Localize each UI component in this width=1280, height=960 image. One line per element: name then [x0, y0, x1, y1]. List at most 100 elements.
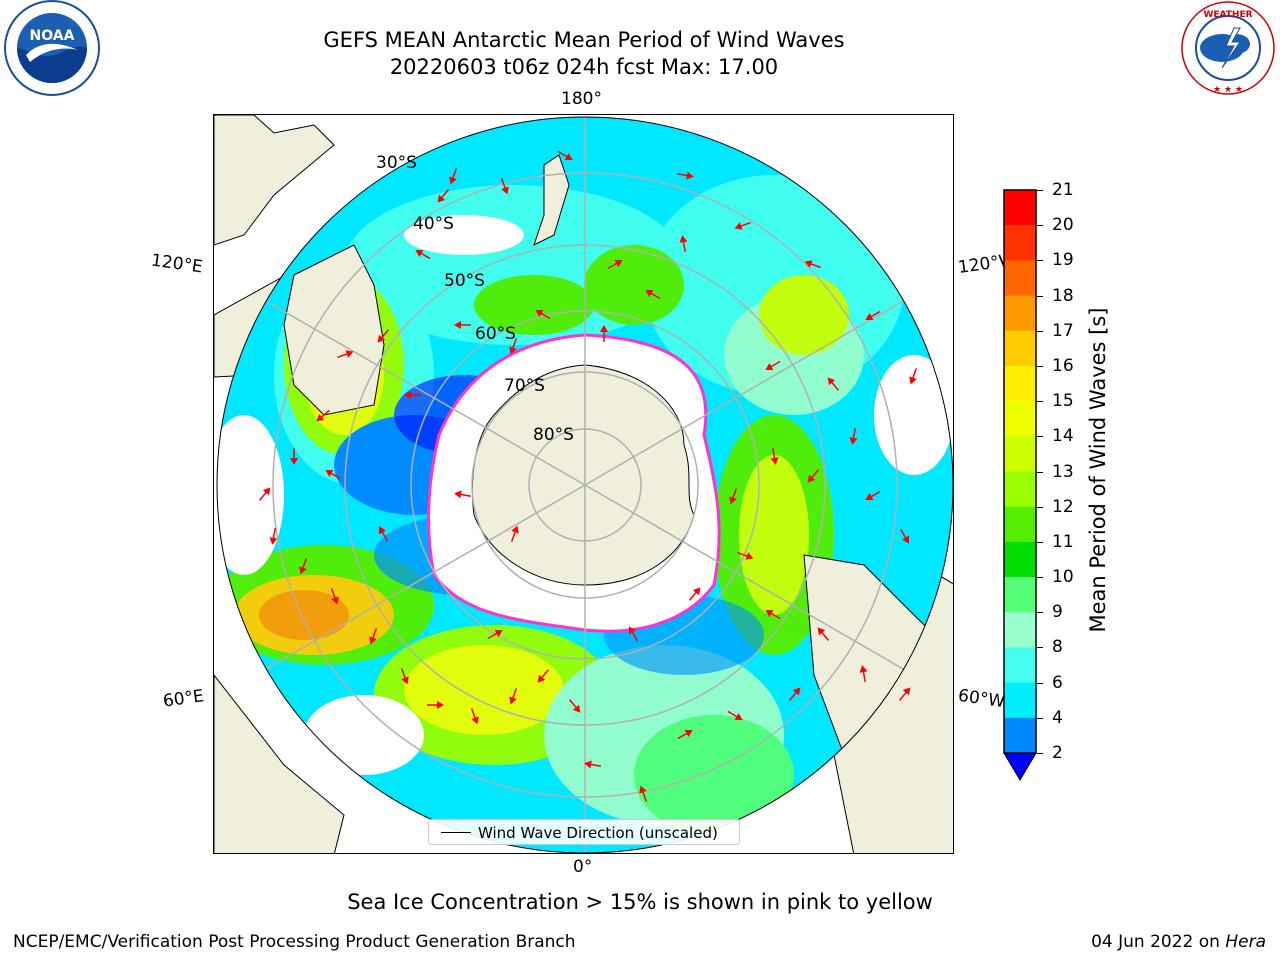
colorbar-tick-label: 10: [1052, 567, 1074, 588]
wind-wave-arrow: [415, 250, 431, 260]
colorbar-label: Mean Period of Wind Waves [s]: [1086, 307, 1110, 633]
wind-wave-arrow: [379, 526, 389, 542]
colorbar-tick: [1037, 225, 1043, 227]
australia-land: [283, 244, 385, 416]
wind-wave-arrow: [734, 221, 751, 230]
colorbar-tick: [1037, 365, 1043, 367]
colorbar-band: [1004, 436, 1036, 472]
colorbar-band: [1004, 401, 1036, 437]
colorbar-tick-label: 8: [1052, 637, 1063, 658]
colorbar-band: [1004, 682, 1036, 719]
wind-wave-arrow: [909, 368, 918, 385]
legend-line: [441, 832, 471, 833]
wind-wave-arrow: [859, 665, 868, 683]
wind-wave-arrow: [727, 710, 743, 720]
colorbar-band: [1004, 577, 1036, 613]
colorbar-tick-label: 13: [1052, 461, 1074, 482]
wind-wave-arrow: [770, 447, 779, 465]
colorbar-band: [1004, 295, 1036, 332]
wind-wave-arrow: [330, 588, 339, 605]
wind-wave-arrow: [600, 325, 608, 342]
lon-label-0: 0°: [573, 857, 593, 877]
wind-wave-arrow: [629, 626, 639, 642]
wind-wave-arrow: [510, 525, 519, 542]
colorbar-tick-label: 2: [1052, 743, 1063, 763]
colorbar-tick: [1037, 717, 1043, 719]
wind-wave-arrow: [899, 528, 909, 544]
wind-wave-arrow: [737, 551, 754, 560]
colorbar-band: [1004, 612, 1036, 648]
wind-wave-arrow: [568, 699, 581, 713]
colorbar-tick-label: 18: [1052, 285, 1074, 306]
colorbar-tick: [1037, 330, 1043, 332]
wind-wave-arrow: [676, 171, 694, 180]
credit-host: Hera: [1225, 932, 1266, 952]
colorbar-tick-label: 17: [1052, 320, 1074, 341]
colorbar-tick-label: 16: [1052, 355, 1074, 376]
wind-wave-arrow: [500, 178, 509, 195]
credit-right: 04 Jun 2022 on Hera: [1091, 932, 1266, 952]
wind-wave-arrow: [557, 150, 573, 160]
wind-wave-arrow: [377, 329, 390, 343]
colorbar-tick: [1037, 401, 1043, 403]
colorbar-tick: [1037, 260, 1043, 262]
colorbar-tick-label: 9: [1052, 602, 1063, 623]
lat-label-30s: 30°S: [376, 153, 417, 173]
colorbar-band: [1004, 365, 1036, 402]
wind-wave-arrow: [788, 687, 801, 701]
wind-wave-arrow: [400, 668, 409, 685]
lat-label-80s: 80°S: [533, 425, 574, 445]
wind-wave-arrow: [449, 168, 458, 185]
colorbar-tick: [1037, 190, 1043, 191]
wind-wave-arrow: [470, 708, 479, 725]
wind-wave-arrow: [509, 688, 518, 705]
colorbar-band: [1004, 541, 1036, 578]
new-zealand-land: [533, 154, 570, 246]
wind-wave-arrow: [607, 260, 623, 270]
wind-wave-arrow: [404, 391, 421, 399]
colorbar-tick: [1037, 541, 1043, 543]
chart-title: GEFS MEAN Antarctic Mean Period of Wind …: [323, 28, 845, 52]
colorbar-band: [1004, 506, 1036, 543]
wind-wave-arrow: [817, 627, 830, 641]
wind-wave-arrow: [645, 290, 661, 300]
lon-label-60w: 60°W: [956, 685, 1007, 713]
wind-wave-arrow: [509, 338, 518, 355]
polar-map: [214, 115, 953, 853]
blank-areas: [217, 215, 953, 775]
wind-wave-arrow: [865, 310, 881, 320]
wind-wave-arrow: [804, 260, 821, 269]
lat-label-70s: 70°S: [504, 376, 545, 396]
colorbar-band: [1004, 330, 1036, 367]
wind-wave-arrow: [325, 470, 341, 480]
wind-wave-arrow: [316, 409, 330, 422]
lat-label-40s: 40°S: [413, 214, 454, 234]
colorbar-tick-label: 14: [1052, 426, 1074, 447]
wind-wave-arrows: [258, 150, 918, 802]
colorbar-tick: [1037, 471, 1043, 473]
colorbar-tick-label: 4: [1052, 707, 1063, 728]
colorbar-tick-label: 21: [1052, 180, 1074, 200]
lat-label-50s: 50°S: [444, 271, 485, 291]
colorbar-tick: [1037, 647, 1043, 649]
colorbar-tick: [1037, 295, 1043, 297]
wind-wave-arrow: [454, 321, 471, 329]
lon-label-180: 180°: [561, 89, 602, 109]
wind-wave-arrow: [827, 377, 840, 391]
noaa-logo-text: NOAA: [30, 28, 75, 44]
wind-wave-arrow: [679, 235, 688, 253]
credit-date: 04 Jun 2022 on: [1091, 932, 1226, 952]
wind-wave-arrow: [865, 490, 881, 500]
wind-wave-arrow: [299, 558, 308, 575]
wind-wave-arrow: [269, 527, 278, 545]
colorbar-tick-label: 20: [1052, 215, 1074, 236]
colorbar-tick: [1037, 436, 1043, 438]
colorbar-tick: [1037, 506, 1043, 508]
wind-wave-arrow: [765, 360, 781, 370]
colorbar-tick: [1037, 682, 1043, 684]
colorbar-tick: [1037, 753, 1043, 754]
colorbar-tick: [1037, 577, 1043, 579]
wind-wave-arrow: [535, 310, 551, 320]
credit-left: NCEP/EMC/Verification Post Processing Pr…: [13, 932, 576, 952]
map-panel: 30°S 40°S 50°S 60°S 70°S 80°S Wind Wave …: [213, 114, 954, 854]
